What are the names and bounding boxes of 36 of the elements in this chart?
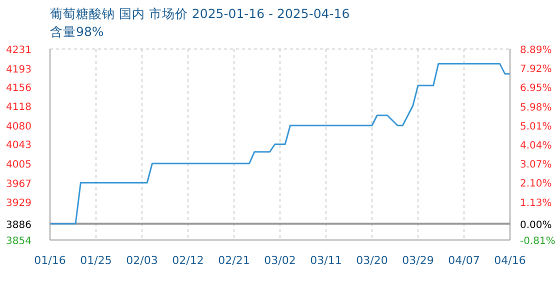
x-tick-label: 04/16: [494, 254, 526, 267]
chart-title: 葡萄糖酸钠 国内 市场价 2025-01-16 - 2025-04-16: [50, 6, 350, 23]
x-tick-label: 02/03: [126, 254, 158, 267]
y2-tick-label: 4.04%: [520, 140, 552, 152]
chart-subtitle: 含量98%: [50, 24, 104, 41]
y-tick-label: 4231: [6, 45, 32, 56]
x-tick-label: 02/21: [218, 254, 250, 267]
y2-tick-label: 3.07%: [520, 160, 552, 171]
y2-tick-label: 5.98%: [520, 102, 552, 114]
y2-tick-label: 8.89%: [520, 45, 552, 56]
y2-tick-label: 6.95%: [520, 83, 552, 94]
y-tick-label: 4193: [6, 64, 32, 76]
x-tick-label: 03/29: [402, 254, 434, 267]
x-tick-label: 01/16: [34, 254, 66, 267]
y-tick-label: 4156: [6, 82, 32, 94]
y-tick-label: 3854: [6, 236, 32, 247]
line-series: [50, 62, 510, 225]
y2-tick-label: 1.13%: [520, 198, 552, 209]
y-tick-label: 4118: [6, 102, 32, 114]
y-tick-label: 4043: [6, 140, 32, 152]
y-tick-label: 4080: [6, 122, 32, 132]
y-tick-label: 4005: [6, 160, 32, 170]
y-tick-label: 3929: [6, 198, 32, 210]
y2-tick-label: 0.00%: [520, 220, 552, 232]
y-tick-label: 3967: [6, 178, 32, 190]
x-tick-label: 03/02: [264, 254, 296, 267]
y2-tick-label: 5.01%: [520, 121, 552, 132]
y2-tick-label: -0.81%: [520, 236, 556, 247]
x-tick-label: 03/11: [310, 254, 342, 267]
x-tick-label: 03/20: [356, 254, 388, 267]
x-tick-label: 01/25: [80, 254, 112, 267]
y-tick-label: 3886: [6, 220, 32, 231]
y2-tick-label: 2.10%: [520, 178, 552, 190]
y2-tick-label: 7.92%: [520, 64, 552, 76]
x-tick-label: 02/12: [172, 254, 204, 267]
x-tick-label: 04/07: [448, 254, 480, 267]
